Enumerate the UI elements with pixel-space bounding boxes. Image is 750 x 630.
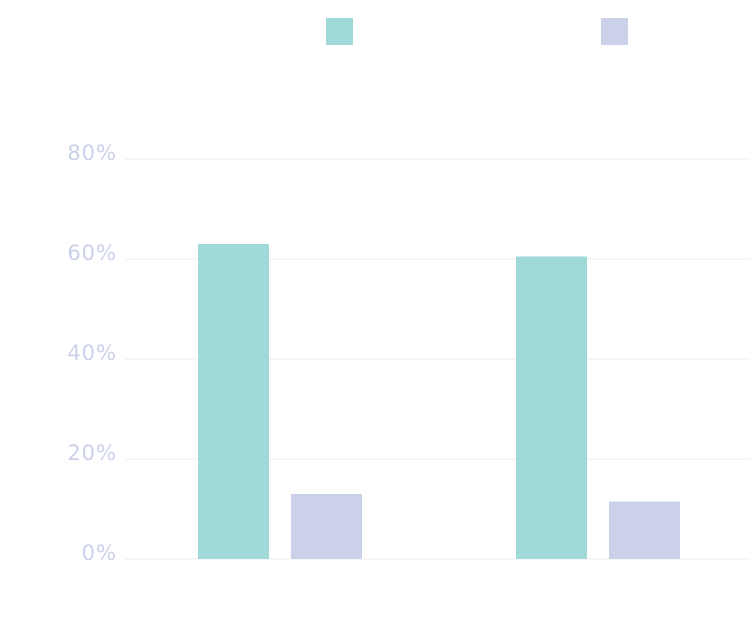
bar xyxy=(291,494,362,559)
bar xyxy=(516,256,587,559)
y-tick-label: 0% xyxy=(82,541,117,565)
y-tick-label: 60% xyxy=(67,241,117,265)
y-tick-label: 20% xyxy=(67,441,117,465)
y-tick-label: 40% xyxy=(67,341,117,365)
bar xyxy=(198,244,269,559)
bar xyxy=(609,501,680,559)
y-tick-label: 80% xyxy=(67,141,117,165)
legend-swatch xyxy=(601,18,628,45)
legend-swatch xyxy=(326,18,353,45)
